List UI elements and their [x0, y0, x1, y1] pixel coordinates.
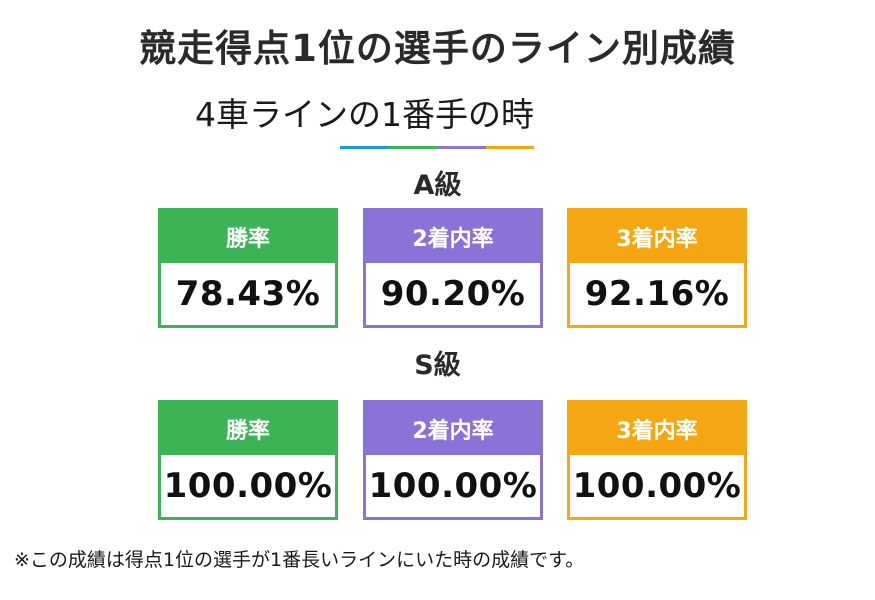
stat-card-value: 100.00%: [368, 466, 538, 506]
stat-card-a-win-rate: 勝率 78.43%: [158, 208, 338, 328]
grade-label-a: A級: [413, 170, 462, 201]
stat-card-s-win-rate: 勝率 100.00%: [158, 400, 338, 520]
stat-card-value: 78.43%: [175, 274, 321, 314]
stat-card-s-top2-rate: 2着内率 100.00%: [363, 400, 543, 520]
stat-card-label: 3着内率: [570, 403, 744, 455]
divider-segment-blue: [340, 146, 389, 149]
divider-segment-orange: [485, 146, 534, 149]
stat-card-value: 100.00%: [572, 466, 742, 506]
stat-card-a-top2-rate: 2着内率 90.20%: [363, 208, 543, 328]
stat-card-value: 90.20%: [380, 274, 526, 314]
page-title: 競走得点1位の選手のライン別成績: [139, 27, 736, 70]
stat-card-label: 3着内率: [570, 211, 744, 263]
stat-card-a-top3-rate: 3着内率 92.16%: [567, 208, 747, 328]
stat-card-s-top3-rate: 3着内率 100.00%: [567, 400, 747, 520]
stat-card-label: 2着内率: [366, 403, 540, 455]
footnote: ※この成績は得点1位の選手が1番長いラインにいた時の成績です。: [14, 549, 585, 571]
color-divider: [340, 146, 534, 149]
divider-segment-green: [388, 146, 437, 149]
stat-card-value: 100.00%: [163, 466, 333, 506]
stat-card-label: 勝率: [161, 211, 335, 263]
page-subtitle: 4車ラインの1番手の時: [195, 95, 534, 134]
stat-card-value: 92.16%: [584, 274, 730, 314]
grade-label-s: S級: [414, 350, 461, 381]
divider-segment-purple: [437, 146, 486, 149]
stat-card-label: 勝率: [161, 403, 335, 455]
stat-card-label: 2着内率: [366, 211, 540, 263]
